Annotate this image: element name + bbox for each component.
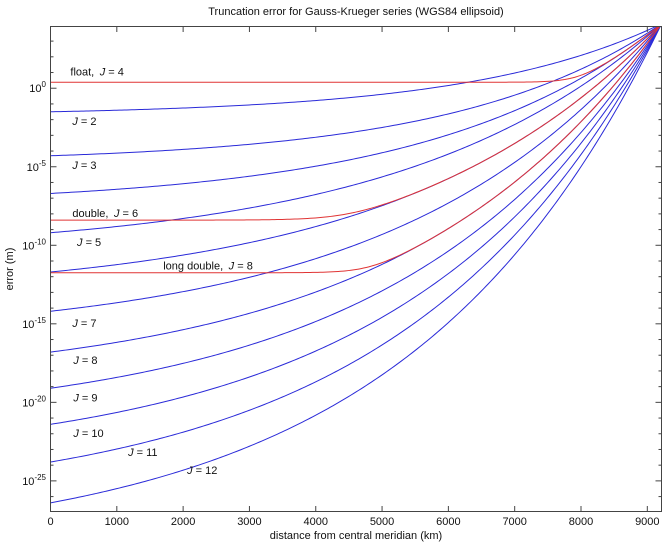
curve-label-J-2: J = 2 bbox=[71, 116, 96, 128]
curve-label-J-10: J = 10 bbox=[72, 428, 103, 440]
curve-label-J-11: J = 11 bbox=[127, 447, 157, 459]
y-tick-label-1e0: 100 bbox=[29, 80, 46, 95]
y-tick-label-1e-25: 10-25 bbox=[22, 473, 46, 488]
curve-label-J-7: J = 7 bbox=[71, 318, 96, 330]
x-tick-label-6000: 6000 bbox=[436, 516, 460, 528]
curve-label-J-9: J = 9 bbox=[72, 393, 97, 405]
series-line-J-10 bbox=[50, 26, 661, 425]
series-line-float bbox=[50, 26, 659, 83]
curve-label-J-8: J = 8 bbox=[72, 355, 97, 367]
series-line-J-11 bbox=[50, 26, 661, 463]
series-line-J-9 bbox=[50, 26, 661, 389]
x-tick-label-3000: 3000 bbox=[237, 516, 261, 528]
x-axis-tick-labels: 0 1000 2000 3000 4000 5000 6000 7000 8000 9000 bbox=[47, 516, 659, 528]
curve-labels: float, J = 4 J = 2 J = 3 double, J = 6 J = 5… bbox=[70, 67, 252, 477]
y-tick-label-1e-10: 10-10 bbox=[22, 237, 46, 252]
x-tick-label-8000: 8000 bbox=[569, 516, 593, 528]
y-axis-tick-labels: 100 10-5 10-10 10-15 10-20 10-25 bbox=[22, 80, 46, 488]
plot-box bbox=[50, 26, 662, 512]
x-tick-label-5000: 5000 bbox=[370, 516, 394, 528]
x-tick-label-1000: 1000 bbox=[105, 516, 129, 528]
x-tick-label-2000: 2000 bbox=[171, 516, 195, 528]
curve-label-J-3: J = 3 bbox=[71, 160, 96, 172]
y-tick-label-1e-15: 10-15 bbox=[22, 316, 46, 331]
curve-label-double-J-6: double, J = 6 bbox=[72, 208, 138, 220]
curve-label-J-12: J = 12 bbox=[186, 465, 217, 477]
x-tick-label-7000: 7000 bbox=[502, 516, 526, 528]
series-line-J-2 bbox=[50, 26, 658, 113]
curve-label-long-double-J-8: long double, J = 8 bbox=[163, 261, 253, 273]
series-line-long-double bbox=[50, 26, 661, 274]
y-axis-label: error (m) bbox=[4, 248, 16, 291]
x-tick-label-9000: 9000 bbox=[635, 516, 659, 528]
series-line-J-5 bbox=[50, 26, 660, 234]
series-line-J-12 bbox=[50, 26, 661, 504]
series-line-J-4 bbox=[50, 26, 659, 194]
y-tick-label-1e-5: 10-5 bbox=[27, 159, 47, 174]
series-line-double bbox=[50, 26, 660, 221]
error-curves bbox=[50, 26, 661, 504]
x-axis-label: distance from central meridian (km) bbox=[270, 530, 442, 542]
x-tick-label-4000: 4000 bbox=[304, 516, 328, 528]
curve-label-J-5: J = 5 bbox=[76, 237, 101, 249]
x-tick-label-0: 0 bbox=[47, 516, 53, 528]
chart-title: Truncation error for Gauss-Krueger serie… bbox=[208, 6, 503, 18]
series-line-J-3 bbox=[50, 26, 659, 157]
series-line-J-7 bbox=[50, 26, 660, 312]
curve-label-float-J-4: float, J = 4 bbox=[70, 67, 124, 79]
y-tick-label-1e-20: 10-20 bbox=[22, 394, 46, 409]
